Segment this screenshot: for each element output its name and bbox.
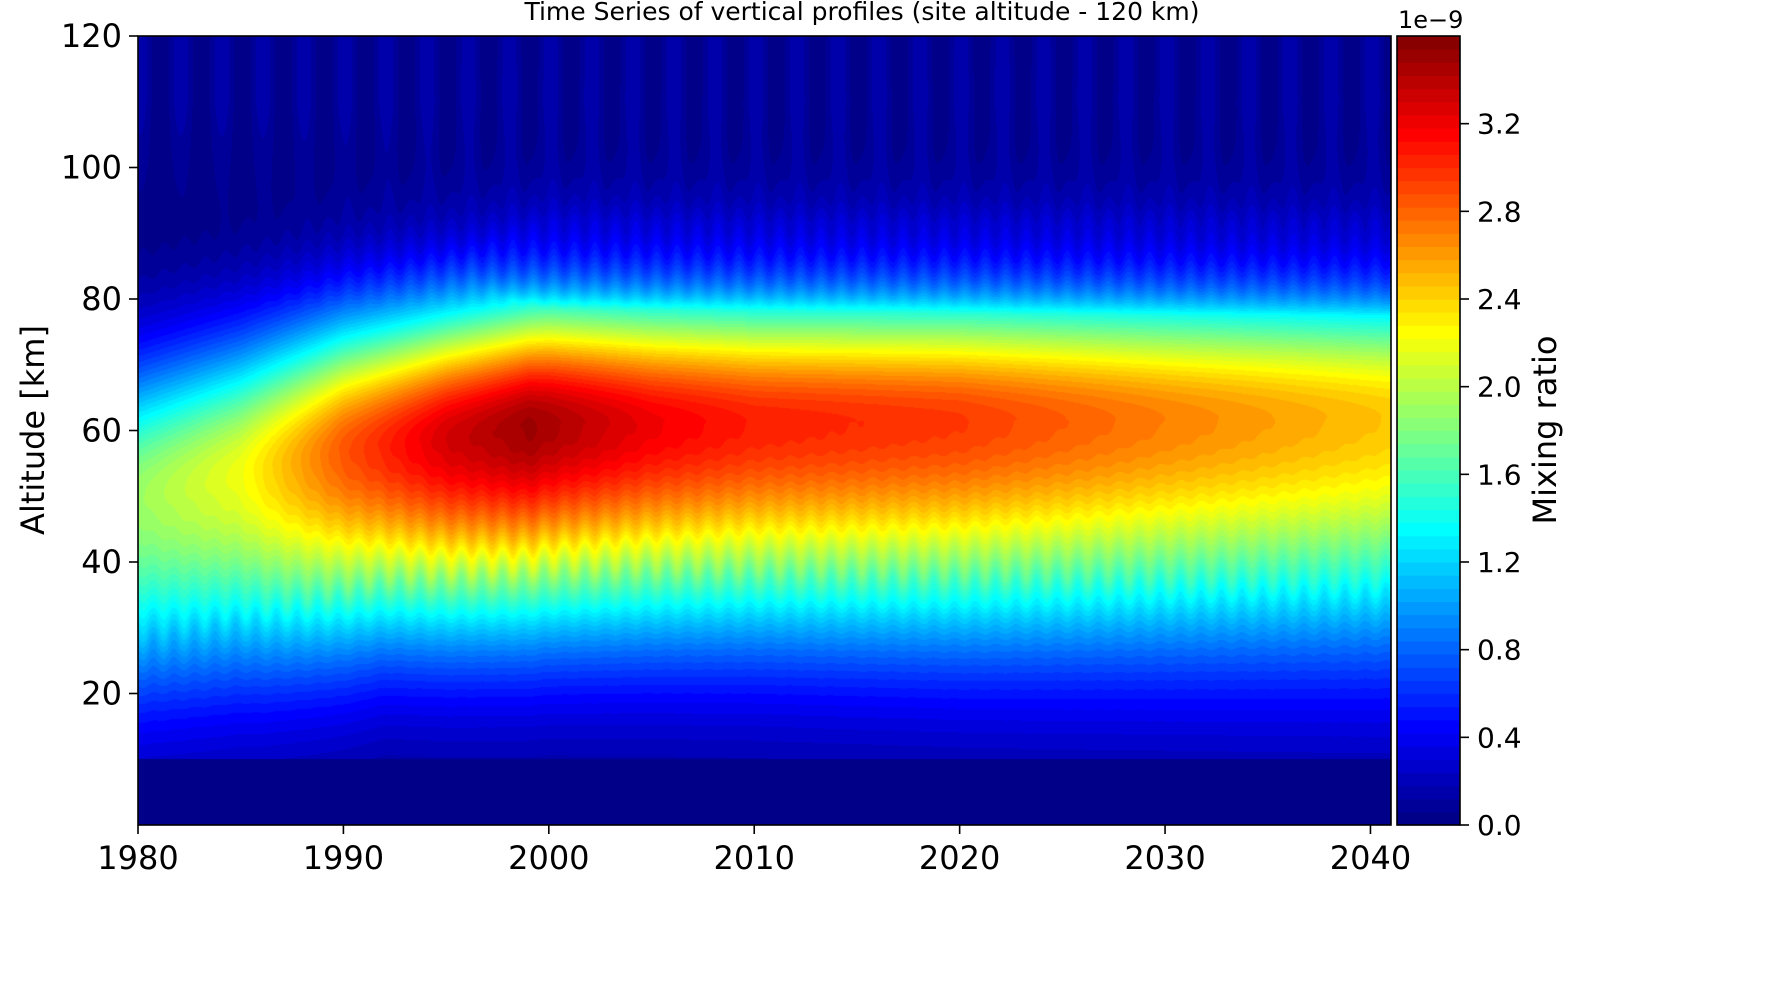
colorbar-band xyxy=(1397,246,1460,261)
colorbar-band xyxy=(1397,535,1460,550)
colorbar-ticks: 0.0 0.4 0.8 1.2 1.6 2.0 2.4 2.8 3.2 xyxy=(1460,108,1522,842)
y-axis-label: Altitude [km] xyxy=(14,325,52,535)
colorbar-band xyxy=(1397,404,1460,418)
x-tick-label: 2040 xyxy=(1330,839,1411,877)
colorbar-band xyxy=(1397,114,1460,129)
y-tick-label: 120 xyxy=(61,17,122,55)
colorbar-tick-label: 0.8 xyxy=(1477,634,1522,667)
colorbar-band xyxy=(1397,233,1460,247)
colorbar-label: Mixing ratio xyxy=(1526,336,1564,525)
x-tick-label: 2030 xyxy=(1124,839,1205,877)
colorbar-tick-label: 0.0 xyxy=(1477,809,1522,842)
y-tick-label: 100 xyxy=(61,149,122,187)
colorbar-band xyxy=(1397,312,1460,326)
colorbar-tick-label: 2.4 xyxy=(1477,283,1522,316)
colorbar-band xyxy=(1397,193,1460,208)
colorbar-band xyxy=(1397,206,1460,221)
colorbar-band xyxy=(1397,62,1460,77)
colorbar-band xyxy=(1397,785,1460,800)
colorbar-band xyxy=(1397,732,1460,747)
plot-area xyxy=(137,35,1392,826)
colorbar-band xyxy=(1397,654,1460,668)
colorbar-band xyxy=(1397,509,1460,524)
colorbar-tick-label: 1.6 xyxy=(1477,458,1522,491)
colorbar-band xyxy=(1397,391,1460,405)
colorbar-band xyxy=(1397,430,1460,445)
colorbar-band xyxy=(1397,101,1460,116)
colorbar-band xyxy=(1397,640,1460,655)
y-tick-label: 80 xyxy=(81,280,122,318)
y-tick-label: 60 xyxy=(81,412,122,450)
colorbar-tick-label: 3.2 xyxy=(1477,108,1522,141)
colorbar-band xyxy=(1397,220,1460,234)
colorbar-tick-label: 2.8 xyxy=(1477,195,1522,228)
colorbar-band xyxy=(1397,88,1460,103)
colorbar-band xyxy=(1397,443,1460,458)
colorbar-band xyxy=(1397,798,1460,813)
x-tick-label: 1980 xyxy=(97,839,178,877)
colorbar-band xyxy=(1397,719,1460,734)
y-tick-label: 40 xyxy=(81,543,122,581)
colorbar-band xyxy=(1397,562,1460,576)
colorbar: 0.0 0.4 0.8 1.2 1.6 2.0 2.4 2.8 3.2 1e−9 Mixing … xyxy=(1396,6,1564,842)
colorbar-band xyxy=(1397,259,1460,274)
colorbar-band xyxy=(1397,272,1460,287)
chart-title: Time Series of vertical profiles (site a… xyxy=(523,0,1199,26)
colorbar-band xyxy=(1397,614,1460,629)
colorbar-band xyxy=(1397,588,1460,603)
y-axis: 20 40 60 80 100 120 xyxy=(61,17,138,713)
colorbar-band xyxy=(1397,759,1460,773)
colorbar-band xyxy=(1397,49,1460,63)
colorbar-band xyxy=(1397,154,1460,169)
x-tick-label: 2000 xyxy=(508,839,589,877)
heatmap-field xyxy=(138,36,1391,825)
colorbar-multiplier: 1e−9 xyxy=(1398,6,1463,34)
colorbar-band xyxy=(1397,338,1460,353)
colorbar-band xyxy=(1397,667,1460,681)
colorbar-band xyxy=(1397,456,1460,471)
colorbar-band xyxy=(1397,36,1460,50)
colorbar-band xyxy=(1397,351,1460,366)
x-tick-label: 2020 xyxy=(919,839,1000,877)
colorbar-band xyxy=(1397,522,1460,537)
colorbar-band xyxy=(1397,706,1460,721)
colorbar-bands xyxy=(1397,36,1460,826)
colorbar-band xyxy=(1397,469,1460,484)
colorbar-band xyxy=(1397,496,1460,510)
colorbar-band xyxy=(1397,325,1460,340)
colorbar-band xyxy=(1397,680,1460,695)
colorbar-band xyxy=(1397,627,1460,642)
colorbar-band xyxy=(1397,601,1460,616)
x-tick-label: 2010 xyxy=(714,839,795,877)
colorbar-band xyxy=(1397,141,1460,155)
x-axis: 1980 1990 2000 2010 2020 2030 2040 xyxy=(97,825,1411,877)
colorbar-tick-label: 1.2 xyxy=(1477,546,1522,579)
colorbar-band xyxy=(1397,364,1460,379)
colorbar-band xyxy=(1397,693,1460,708)
x-tick-label: 1990 xyxy=(303,839,384,877)
colorbar-band xyxy=(1397,167,1460,182)
colorbar-band xyxy=(1397,285,1460,300)
colorbar-band xyxy=(1397,299,1460,313)
colorbar-band xyxy=(1397,811,1460,826)
colorbar-band xyxy=(1397,377,1460,392)
colorbar-band xyxy=(1397,128,1460,142)
colorbar-band xyxy=(1397,75,1460,90)
colorbar-band xyxy=(1397,483,1460,497)
colorbar-band xyxy=(1397,180,1460,195)
y-tick-label: 20 xyxy=(81,675,122,713)
colorbar-tick-label: 0.4 xyxy=(1477,721,1522,754)
colorbar-band xyxy=(1397,575,1460,589)
colorbar-band xyxy=(1397,417,1460,432)
colorbar-band xyxy=(1397,772,1460,787)
colorbar-frame xyxy=(1396,35,1461,826)
colorbar-band xyxy=(1397,746,1460,760)
colorbar-band xyxy=(1397,548,1460,563)
colorbar-tick-label: 2.0 xyxy=(1477,371,1522,404)
